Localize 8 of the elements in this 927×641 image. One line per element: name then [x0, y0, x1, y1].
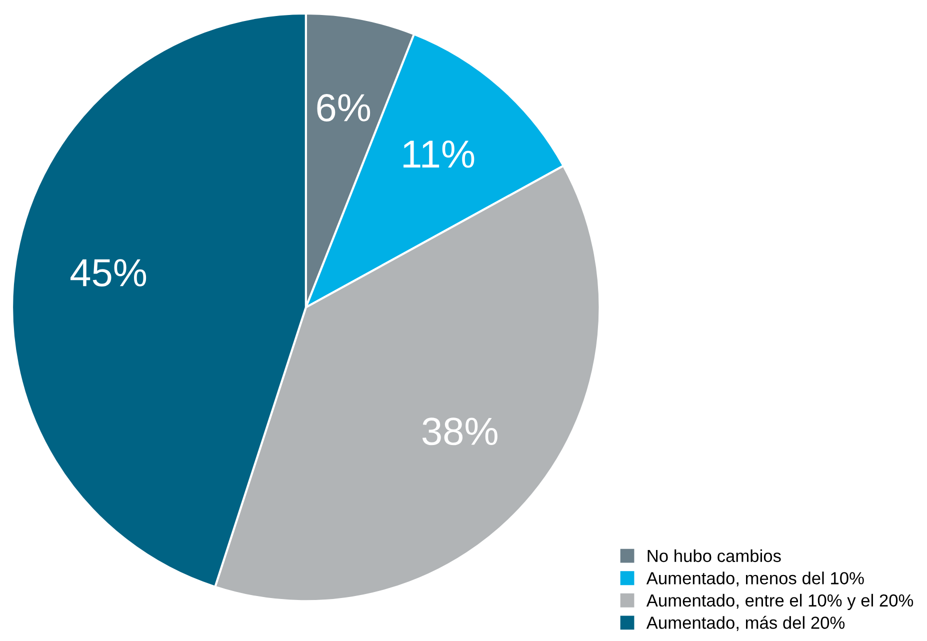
data-label: 6%: [317, 94, 370, 122]
data-label: 38%: [422, 418, 498, 446]
legend-label: Aumentado, menos del 10%: [646, 572, 864, 586]
legend-label: No hubo cambios: [648, 549, 781, 562]
legend-label: Aumentado, entre el 10% y el 20%: [646, 594, 914, 610]
data-label: 11%: [404, 140, 474, 168]
data-label: 45%: [70, 259, 146, 287]
legend-label: Aumentado, más del 20%: [646, 616, 845, 631]
